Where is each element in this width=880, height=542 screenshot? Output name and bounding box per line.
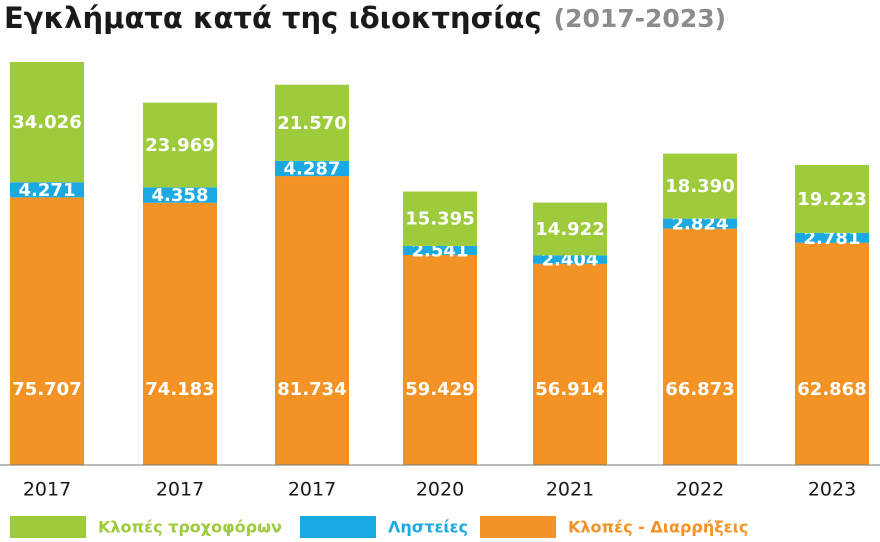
value-label: 34.026 bbox=[12, 112, 81, 133]
x-tick-label: 2022 bbox=[676, 479, 724, 501]
bar-segment bbox=[403, 254, 477, 465]
bar-segment bbox=[533, 202, 607, 256]
legend-swatch bbox=[10, 516, 86, 538]
bar-segment bbox=[795, 242, 869, 465]
x-tick-label: 2017 bbox=[156, 479, 204, 501]
value-label: 66.873 bbox=[665, 379, 734, 400]
value-label: 81.734 bbox=[277, 379, 346, 400]
legend-swatch bbox=[480, 516, 556, 538]
value-label: 18.390 bbox=[665, 176, 734, 197]
legend-swatch bbox=[300, 516, 376, 538]
bar-segment bbox=[663, 218, 737, 229]
x-tick-label: 2017 bbox=[288, 479, 336, 501]
bar-segment bbox=[663, 228, 737, 465]
bar-segment bbox=[275, 160, 349, 177]
value-label: 4.287 bbox=[284, 158, 341, 179]
x-tick-label: 2020 bbox=[416, 479, 464, 501]
x-tick-label: 2021 bbox=[546, 479, 594, 501]
value-label: 19.223 bbox=[797, 189, 866, 210]
legend-label: Ληστείες bbox=[388, 518, 468, 537]
value-label: 23.969 bbox=[145, 135, 214, 156]
chart-title: Εγκλήματα κατά της ιδιοκτησίας bbox=[4, 1, 542, 35]
bar-segment bbox=[10, 197, 84, 465]
bar-segment bbox=[143, 102, 217, 188]
bar-segment bbox=[795, 164, 869, 233]
value-label: 75.707 bbox=[12, 379, 81, 400]
bar-segment bbox=[10, 62, 84, 183]
value-label: 21.570 bbox=[277, 113, 346, 134]
bar-segment bbox=[143, 187, 217, 203]
bar-segment bbox=[403, 245, 477, 255]
value-label: 4.358 bbox=[152, 185, 209, 206]
value-label: 2.824 bbox=[672, 214, 729, 235]
value-label: 62.868 bbox=[797, 379, 866, 400]
bar-segment bbox=[663, 153, 737, 219]
value-label: 56.914 bbox=[535, 379, 604, 400]
legend-label: Κλοπές τροχοφόρων bbox=[98, 518, 282, 537]
bar-segment bbox=[533, 263, 607, 465]
value-label: 15.395 bbox=[405, 209, 474, 230]
bar-segment bbox=[403, 191, 477, 246]
value-label: 59.429 bbox=[405, 379, 474, 400]
bar-segment bbox=[275, 84, 349, 161]
bar-segment bbox=[533, 255, 607, 264]
value-label: 2.781 bbox=[804, 228, 861, 249]
x-tick-label: 2017 bbox=[23, 479, 71, 501]
chart-subtitle: (2017-2023) bbox=[554, 4, 726, 33]
bar-segment bbox=[143, 202, 217, 465]
bar-segment bbox=[795, 232, 869, 243]
bar-segment bbox=[10, 182, 84, 198]
x-tick-label: 2023 bbox=[808, 479, 856, 501]
value-label: 14.922 bbox=[535, 219, 604, 240]
bar-segment bbox=[275, 176, 349, 465]
legend-label: Κλοπές - Διαρρήξεις bbox=[568, 518, 748, 537]
value-label: 74.183 bbox=[145, 379, 214, 400]
value-label: 4.271 bbox=[19, 180, 76, 201]
